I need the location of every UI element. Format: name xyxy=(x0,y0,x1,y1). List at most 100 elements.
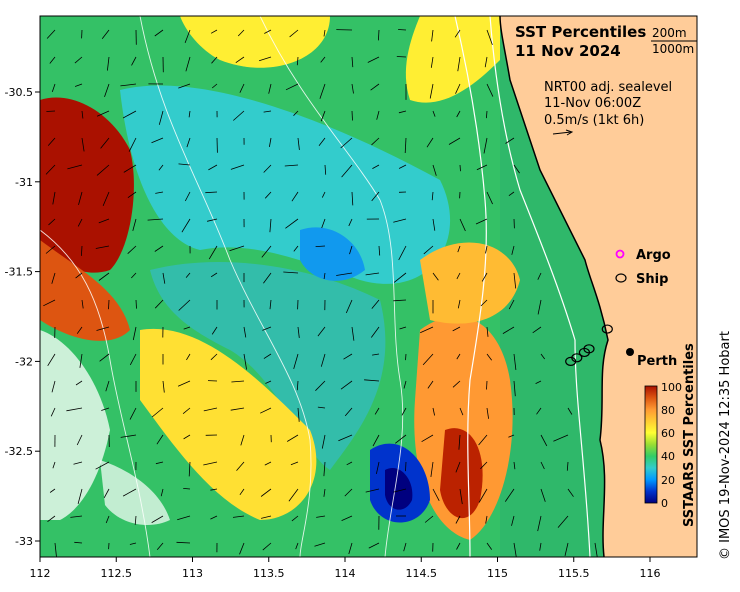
current-arrow xyxy=(43,299,56,307)
current-arrow xyxy=(508,191,515,197)
current-arrow xyxy=(96,326,110,331)
current-arrow xyxy=(486,407,489,419)
yellow-region-north xyxy=(180,16,330,68)
current-arrow xyxy=(459,488,463,505)
current-arrow xyxy=(134,515,137,525)
current-arrow xyxy=(486,326,489,337)
current-arrow xyxy=(160,488,164,497)
current-arrow xyxy=(426,137,434,148)
current-arrow xyxy=(456,110,461,118)
current-arrow xyxy=(95,245,110,249)
current-arrow xyxy=(269,299,272,310)
current-arrow xyxy=(316,515,326,518)
current-arrow xyxy=(96,110,110,117)
contour-1000m xyxy=(454,16,487,557)
current-arrow xyxy=(320,56,326,63)
current-arrow xyxy=(155,191,164,194)
current-arrow xyxy=(210,488,218,491)
current-arrow xyxy=(340,137,353,149)
current-arrow xyxy=(351,110,353,121)
colorbar-tick-60: 60 xyxy=(661,427,675,440)
current-arrow xyxy=(508,434,515,438)
current-arrow xyxy=(81,299,84,309)
current-arrow xyxy=(457,56,461,72)
current-arrow xyxy=(263,353,272,359)
current-arrow xyxy=(405,461,407,472)
y-axis: -30.5 -31 -31.5 -32 -32.5 -33 xyxy=(5,86,40,548)
current-arrow xyxy=(324,164,327,175)
ship-position-marker xyxy=(578,347,591,358)
current-arrow xyxy=(293,353,299,370)
current-arrow xyxy=(321,191,326,198)
current-arrow xyxy=(321,434,326,449)
current-arrow xyxy=(456,542,461,550)
current-arrow xyxy=(456,353,461,360)
current-arrow xyxy=(365,488,380,493)
current-arrow xyxy=(393,488,407,493)
current-arrow xyxy=(162,272,166,284)
current-arrow xyxy=(101,29,110,39)
current-arrow xyxy=(480,461,488,470)
current-arrow xyxy=(348,542,353,555)
current-arrow xyxy=(540,461,545,470)
current-arrow xyxy=(135,299,137,309)
current-arrow xyxy=(128,137,137,152)
ship-marker-icon xyxy=(615,273,627,283)
current-arrow xyxy=(540,353,546,360)
current-arrow xyxy=(208,245,218,260)
current-arrow xyxy=(539,542,542,551)
current-arrow xyxy=(260,407,272,414)
current-arrow xyxy=(478,434,488,446)
current-arrow xyxy=(486,353,493,361)
x-axis: 112 112.5 113 113.5 114 114.5 115 115.5 116 xyxy=(30,557,661,580)
y-tick-label: -32.5 xyxy=(5,445,33,458)
current-arrow xyxy=(455,461,461,473)
place-perth-label: Perth xyxy=(637,354,677,369)
cyan-band xyxy=(120,85,451,284)
current-arrow xyxy=(235,56,245,64)
y-tick-label: -33 xyxy=(15,535,33,548)
current-arrow xyxy=(236,461,245,471)
current-arrow xyxy=(285,218,299,229)
current-arrow xyxy=(535,380,542,384)
current-arrow xyxy=(47,515,56,523)
current-arrow xyxy=(151,515,164,523)
current-arrow xyxy=(297,137,300,150)
current-arrow xyxy=(210,29,218,34)
current-arrow xyxy=(448,137,461,145)
argo-marker-icon xyxy=(615,249,625,259)
current-arrow xyxy=(52,461,56,469)
current-arrow xyxy=(102,191,110,207)
current-arrow xyxy=(262,542,272,551)
current-arrow xyxy=(185,272,191,278)
current-arrow xyxy=(296,380,299,391)
legend-ship-label: Ship xyxy=(636,272,668,287)
current-arrow xyxy=(178,163,191,166)
current-time: 11-Nov 06:00Z xyxy=(544,96,641,111)
current-arrow xyxy=(77,488,83,505)
current-arrow xyxy=(207,218,218,222)
current-arrow xyxy=(421,434,434,443)
current-arrow xyxy=(181,218,191,233)
current-arrow xyxy=(289,29,299,38)
current-arrow xyxy=(553,434,569,442)
current-arrow xyxy=(485,515,488,524)
current-arrow xyxy=(452,326,461,332)
current-arrow xyxy=(186,353,191,361)
current-arrow xyxy=(395,434,407,444)
current-arrow xyxy=(154,299,164,309)
current-arrow xyxy=(188,110,191,118)
current-arrow xyxy=(431,191,434,201)
x-tick-label: 112 xyxy=(30,567,51,580)
colorbar-title: SSTAARS SST Percentiles xyxy=(682,343,697,527)
current-arrow xyxy=(74,56,83,64)
current-arrow xyxy=(239,542,245,555)
current-arrow xyxy=(323,29,326,37)
current-arrow xyxy=(154,29,164,37)
current-arrow xyxy=(48,218,56,226)
current-arrow xyxy=(368,542,380,549)
red-region-west xyxy=(40,97,134,273)
current-arrow xyxy=(459,407,464,416)
current-arrow xyxy=(343,353,353,360)
current-arrow xyxy=(393,218,407,223)
